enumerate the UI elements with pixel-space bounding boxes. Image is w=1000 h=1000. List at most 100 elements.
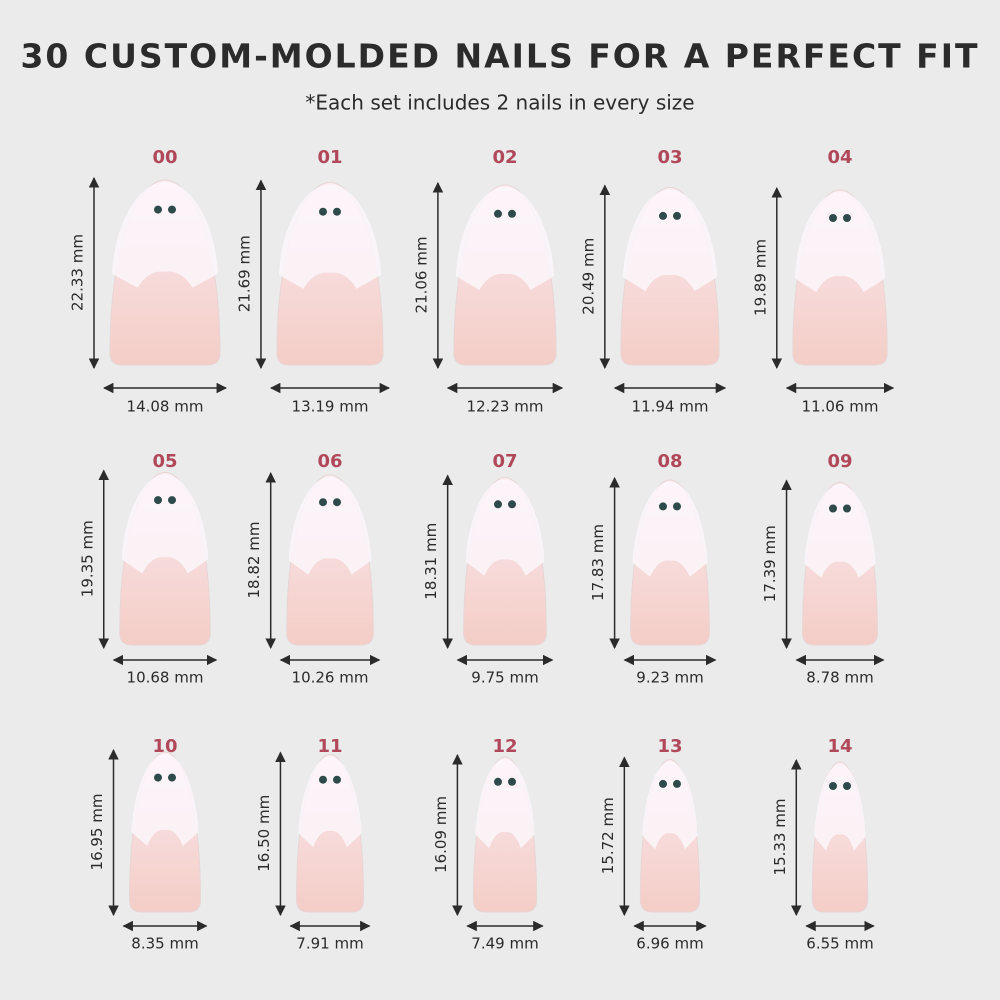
- width-label: 9.75 mm: [471, 669, 538, 687]
- eye: [673, 779, 681, 788]
- width-label: 8.35 mm: [131, 935, 198, 953]
- length-label: 22.33 mm: [69, 234, 87, 311]
- eye: [829, 504, 837, 513]
- size-label: 06: [317, 451, 342, 472]
- nail: [119, 471, 211, 646]
- eye: [494, 777, 502, 786]
- eye: [508, 777, 516, 786]
- size-label: 00: [152, 147, 177, 168]
- width-label: 7.49 mm: [471, 935, 538, 953]
- subtitle: *Each set includes 2 nails in every size: [305, 91, 694, 115]
- nail: [109, 179, 221, 366]
- width-label: 6.96 mm: [636, 935, 703, 953]
- nail: [128, 751, 202, 913]
- eye: [508, 500, 516, 509]
- eye: [829, 782, 837, 790]
- length-label: 16.95 mm: [88, 794, 106, 871]
- size-label: 10: [152, 736, 177, 757]
- nail-ghost: [814, 764, 866, 851]
- eye: [659, 502, 667, 511]
- length-label: 16.50 mm: [255, 795, 273, 872]
- length-label: 21.69 mm: [235, 235, 253, 312]
- length-label: 17.39 mm: [761, 525, 779, 602]
- length-label: 19.35 mm: [78, 520, 96, 597]
- eye: [319, 775, 327, 784]
- eye: [333, 775, 341, 784]
- eye: [673, 211, 681, 220]
- nail: [792, 189, 888, 366]
- nail-ghost: [121, 474, 209, 574]
- size-label: 14: [827, 736, 852, 757]
- width-label: 6.55 mm: [806, 935, 873, 953]
- nail: [276, 181, 384, 366]
- length-label: 18.82 mm: [245, 522, 263, 599]
- length-label: 21.06 mm: [412, 237, 430, 314]
- length-label: 20.49 mm: [579, 238, 597, 315]
- eye: [154, 496, 162, 505]
- nail-ghost: [278, 184, 382, 289]
- nail: [620, 186, 720, 366]
- length-label: 15.33 mm: [771, 799, 789, 876]
- width-label: 11.94 mm: [632, 398, 709, 416]
- eye: [154, 773, 162, 782]
- nail: [811, 761, 869, 913]
- nail-ghost: [298, 756, 362, 848]
- nail: [472, 756, 538, 913]
- size-label: 12: [492, 736, 517, 757]
- width-label: 13.19 mm: [292, 398, 369, 416]
- eye: [494, 500, 502, 509]
- nail-ghost: [794, 192, 886, 293]
- eye: [843, 504, 851, 513]
- eye: [659, 779, 667, 788]
- nail: [802, 481, 878, 646]
- size-label: 04: [827, 147, 852, 168]
- length-label: 17.83 mm: [589, 524, 607, 601]
- size-label: 11: [317, 736, 342, 757]
- nail: [630, 479, 710, 646]
- length-label: 19.89 mm: [751, 239, 769, 316]
- eye: [843, 214, 851, 222]
- width-label: 10.68 mm: [127, 669, 204, 687]
- width-label: 8.78 mm: [806, 669, 873, 687]
- nail-ghost: [112, 182, 218, 288]
- nail-ghost: [455, 187, 555, 290]
- eye: [843, 782, 851, 790]
- eye: [168, 496, 176, 505]
- eye: [168, 773, 176, 782]
- nail-ghost: [632, 482, 708, 577]
- nail-ghost: [465, 479, 545, 576]
- eye: [829, 214, 837, 222]
- size-label: 08: [657, 451, 682, 472]
- size-label: 03: [657, 147, 682, 168]
- eye: [508, 209, 516, 218]
- eye: [333, 207, 341, 216]
- width-label: 12.23 mm: [467, 398, 544, 416]
- eye: [168, 205, 176, 214]
- eye: [673, 502, 681, 511]
- length-label: 18.31 mm: [422, 523, 440, 600]
- eye: [319, 498, 327, 507]
- nail-ghost: [642, 761, 698, 850]
- nail-ghost: [475, 759, 535, 849]
- nail: [453, 184, 557, 366]
- size-label: 13: [657, 736, 682, 757]
- nail-ghost: [288, 477, 372, 575]
- size-label: 05: [152, 451, 177, 472]
- length-label: 15.72 mm: [599, 797, 617, 874]
- eye: [319, 207, 327, 216]
- title: 30 CUSTOM-MOLDED NAILS FOR A PERFECT FIT: [20, 37, 979, 76]
- eye: [154, 205, 162, 214]
- width-label: 10.26 mm: [292, 669, 369, 687]
- nail-grid: 00 22.33 mm 14.08 mm 01 21.69 mm 13.19 mm 02 21…: [69, 147, 895, 953]
- size-label: 02: [492, 147, 517, 168]
- width-label: 11.06 mm: [802, 398, 879, 416]
- width-label: 9.23 mm: [636, 669, 703, 687]
- nail: [286, 474, 374, 646]
- nail: [639, 758, 701, 913]
- size-label: 07: [492, 451, 517, 472]
- nail: [463, 476, 547, 646]
- length-label: 16.09 mm: [432, 796, 450, 873]
- size-label: 01: [317, 147, 342, 168]
- nail-ghost: [622, 189, 718, 292]
